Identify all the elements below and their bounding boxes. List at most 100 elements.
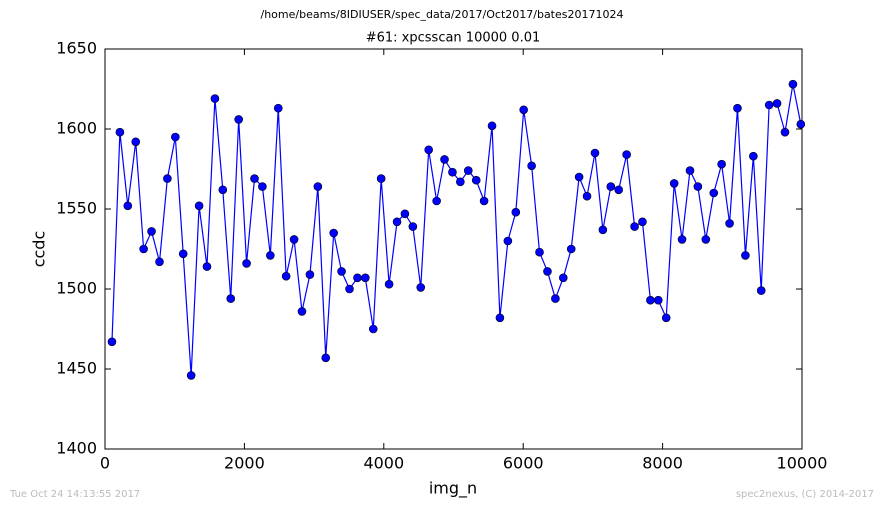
data-point <box>392 217 402 227</box>
data-point <box>266 251 275 260</box>
data-point <box>281 271 291 281</box>
data-point <box>590 148 600 158</box>
x-tick-label: 4000 <box>363 454 404 473</box>
y-tick-label: 1400 <box>56 439 97 458</box>
data-point <box>368 324 378 334</box>
chart-suptitle: /home/beams/8IDIUSER/spec_data/2017/Oct2… <box>261 8 624 21</box>
data-point <box>661 313 671 323</box>
data-point <box>218 185 228 195</box>
data-point <box>210 94 220 103</box>
plot-frame <box>104 48 803 450</box>
data-point <box>780 127 790 137</box>
series-line <box>111 84 802 376</box>
data-point <box>677 235 687 244</box>
data-point <box>376 174 386 183</box>
data-point <box>495 313 505 323</box>
data-point <box>329 228 338 238</box>
data-point <box>622 150 631 159</box>
data-point <box>788 79 798 89</box>
data-point <box>242 259 251 268</box>
data-point <box>258 182 267 191</box>
data-point <box>543 267 552 276</box>
data-point <box>337 267 346 276</box>
data-point <box>448 167 457 177</box>
data-point <box>503 236 513 246</box>
data-point <box>297 307 307 316</box>
data-point <box>361 273 370 283</box>
data-point <box>796 119 806 129</box>
y-tick-label: 1650 <box>56 39 97 58</box>
data-point <box>345 284 354 294</box>
data-point <box>551 294 560 303</box>
x-axis-label: img_n <box>429 479 477 499</box>
data-point <box>519 105 528 115</box>
data-point <box>646 295 655 305</box>
data-point <box>321 353 331 363</box>
data-point <box>424 145 433 155</box>
data-point <box>685 166 695 175</box>
data-point <box>178 249 188 259</box>
data-point <box>487 121 497 131</box>
y-tick-label: 1550 <box>56 199 97 218</box>
data-point <box>582 191 592 201</box>
data-point <box>638 217 647 227</box>
y-tick-label: 1600 <box>56 119 97 138</box>
y-tick-label: 1450 <box>56 359 97 378</box>
data-point <box>440 155 449 164</box>
data-point <box>764 100 774 110</box>
data-point <box>511 207 521 217</box>
x-tick-label: 0 <box>100 454 110 473</box>
x-tick-label: 10000 <box>777 454 828 473</box>
data-point <box>123 201 133 211</box>
data-point <box>115 127 125 137</box>
data-point <box>574 172 584 182</box>
data-point <box>669 179 679 188</box>
chart-title: #61: xpcsscan 10000 0.01 <box>366 31 541 46</box>
x-tick-label: 6000 <box>503 454 544 473</box>
data-point <box>226 294 236 303</box>
data-point <box>733 103 742 113</box>
data-point <box>313 182 323 191</box>
data-point <box>250 174 259 183</box>
footer-credit: spec2nexus, (C) 2014-2017 <box>736 489 874 500</box>
data-point <box>606 182 616 191</box>
data-point <box>693 182 703 191</box>
data-point <box>558 273 568 283</box>
footer-timestamp: Tue Oct 24 14:13:55 2017 <box>9 489 140 500</box>
data-point <box>614 185 623 195</box>
x-tick-label: 2000 <box>224 454 265 473</box>
data-point <box>598 225 608 235</box>
data-point <box>471 175 481 185</box>
data-point <box>416 283 426 292</box>
data-point <box>171 132 180 142</box>
data-point <box>566 244 576 254</box>
data-point <box>289 235 299 244</box>
data-point <box>384 279 394 289</box>
y-axis-label: ccdc <box>30 231 49 268</box>
data-point <box>701 235 711 244</box>
data-point <box>463 166 473 175</box>
data-point <box>234 115 243 124</box>
data-point <box>630 222 639 231</box>
data-point <box>107 337 117 347</box>
data-point <box>202 262 212 271</box>
data-point <box>741 251 750 260</box>
data-point <box>527 161 536 171</box>
data-point <box>273 103 283 113</box>
data-point <box>147 227 156 236</box>
data-point <box>725 219 734 228</box>
data-point <box>653 295 663 305</box>
data-point <box>131 137 141 147</box>
data-point <box>139 244 148 254</box>
data-point <box>305 270 315 279</box>
data-point <box>749 151 758 161</box>
data-point <box>432 196 441 206</box>
data-point <box>155 257 164 267</box>
x-tick-label: 8000 <box>642 454 683 473</box>
data-point <box>194 201 204 211</box>
data-point <box>479 196 489 206</box>
y-tick-label: 1500 <box>56 279 97 298</box>
data-point <box>756 286 766 295</box>
